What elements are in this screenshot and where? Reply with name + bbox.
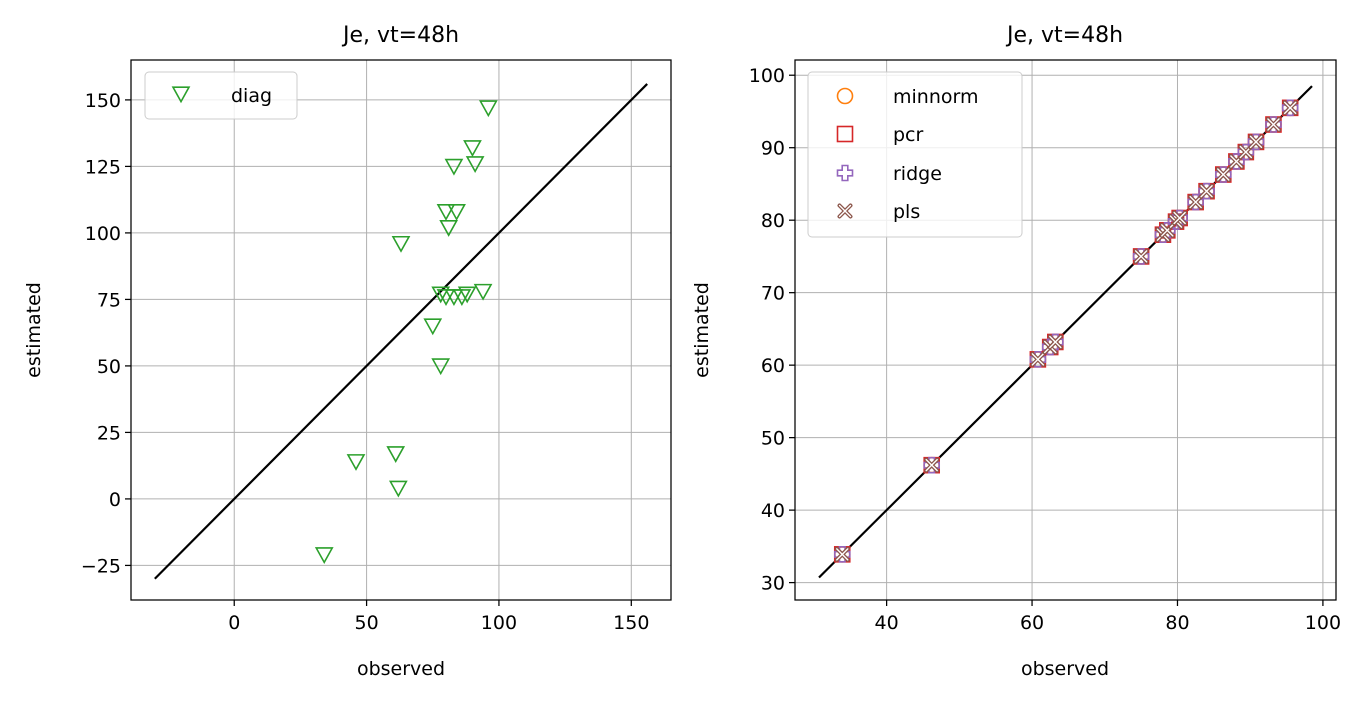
point-pls (1265, 117, 1281, 133)
point-pls (834, 546, 850, 562)
point-diag (473, 283, 493, 301)
left-legend: diag (144, 71, 298, 120)
left-x-tick-label: 100 (481, 612, 517, 634)
left-y-tick-label: 0 (109, 489, 121, 511)
left-points (314, 100, 498, 565)
point-diag (457, 286, 477, 304)
left-y-tick-label: 50 (97, 356, 121, 378)
point-pls (1188, 194, 1204, 210)
point-diag (463, 140, 482, 158)
left-y-tick-label: 75 (97, 289, 121, 311)
left-y-ticks: −25 0 25 50 75 100 125 150 (81, 90, 131, 577)
left-legend-box (144, 71, 298, 120)
left-y-tick-label: −25 (81, 555, 121, 577)
point-diag (436, 204, 456, 221)
right-y-tick-label: 40 (761, 500, 785, 522)
left-x-axis-label: observed (357, 658, 445, 680)
right-legend: minnorm pcr ridge pls (807, 71, 1023, 238)
right-x-tick-label: 60 (1020, 612, 1044, 634)
left-y-axis-label: estimated (23, 282, 45, 378)
left-x-tick-label: 0 (228, 612, 240, 634)
left-identity-line (154, 83, 648, 580)
point-diag (465, 156, 485, 173)
point-diag (452, 289, 472, 306)
left-x-ticks: 0 50 100 150 (228, 600, 649, 634)
point-diag (439, 219, 459, 237)
right-x-tick-label: 80 (1165, 612, 1189, 634)
legend-label-minnorm: minnorm (893, 86, 978, 108)
legend-label-diag: diag (231, 85, 272, 107)
legend-marker-pls (837, 203, 853, 219)
point-diag (447, 204, 466, 221)
left-y-tick-label: 25 (97, 422, 121, 444)
legend-marker-diag (171, 86, 191, 104)
point-diag (444, 158, 464, 176)
legend-label-ridge: ridge (893, 163, 942, 185)
legend-label-pls: pls (893, 201, 920, 223)
point-diag (431, 358, 451, 376)
legend-marker-ridge (836, 164, 854, 182)
right-y-ticks: 30 40 50 60 70 80 90 100 (749, 65, 795, 595)
point-diag (386, 446, 406, 463)
point-pls (1199, 183, 1215, 199)
left-plot-frame (130, 59, 672, 601)
point-pls (1282, 100, 1298, 116)
point-pls (1047, 334, 1063, 350)
left-y-tick-label: 125 (85, 156, 121, 178)
right-x-tick-label: 40 (875, 612, 899, 634)
right-y-tick-label: 30 (761, 573, 785, 595)
point-diag (314, 547, 334, 565)
legend-label-pcr: pcr (893, 124, 924, 146)
point-diag (423, 318, 443, 336)
legend-marker-minnorm (836, 87, 854, 105)
left-x-tick-label: 150 (613, 612, 649, 634)
point-diag (478, 100, 498, 118)
point-diag (431, 286, 451, 304)
right-chart: Je, vt=48h observed estimated 40 60 80 100 … (691, 23, 1341, 680)
right-legend-box (807, 71, 1023, 238)
left-y-tick-label: 150 (85, 90, 121, 112)
left-chart: Je, vt=48h observed estimated 0 50 100 150 … (23, 23, 672, 680)
point-pls (924, 457, 940, 473)
right-plot-frame (794, 59, 1337, 601)
right-y-tick-label: 50 (761, 428, 785, 450)
point-diag (444, 289, 464, 306)
left-y-tick-label: 100 (85, 223, 121, 245)
right-chart-title: Je, vt=48h (1005, 23, 1123, 48)
right-y-tick-label: 100 (749, 65, 785, 87)
legend-marker-diag-shape (171, 86, 191, 104)
right-y-tick-label: 60 (761, 355, 785, 377)
right-x-tick-label: 100 (1305, 612, 1341, 634)
right-y-tick-label: 80 (761, 210, 785, 232)
point-diag (391, 235, 411, 253)
point-pls (1172, 210, 1188, 226)
right-x-axis-label: observed (1021, 658, 1109, 680)
point-diag (388, 480, 408, 498)
point-diag (346, 454, 366, 471)
right-x-ticks: 40 60 80 100 (875, 600, 1341, 634)
left-chart-title: Je, vt=48h (341, 23, 459, 48)
right-points (833, 99, 1299, 563)
right-y-tick-label: 90 (761, 138, 785, 160)
right-y-tick-label: 70 (761, 283, 785, 305)
point-pls (1133, 248, 1149, 264)
point-pls (1248, 134, 1264, 150)
right-y-axis-label: estimated (691, 282, 713, 378)
point-pls (1215, 167, 1231, 183)
point-pls (1030, 351, 1046, 367)
legend-marker-pcr (836, 125, 854, 143)
left-identity-line-path (154, 83, 648, 580)
left-x-tick-label: 50 (354, 612, 378, 634)
right-legend-markers (836, 87, 854, 219)
